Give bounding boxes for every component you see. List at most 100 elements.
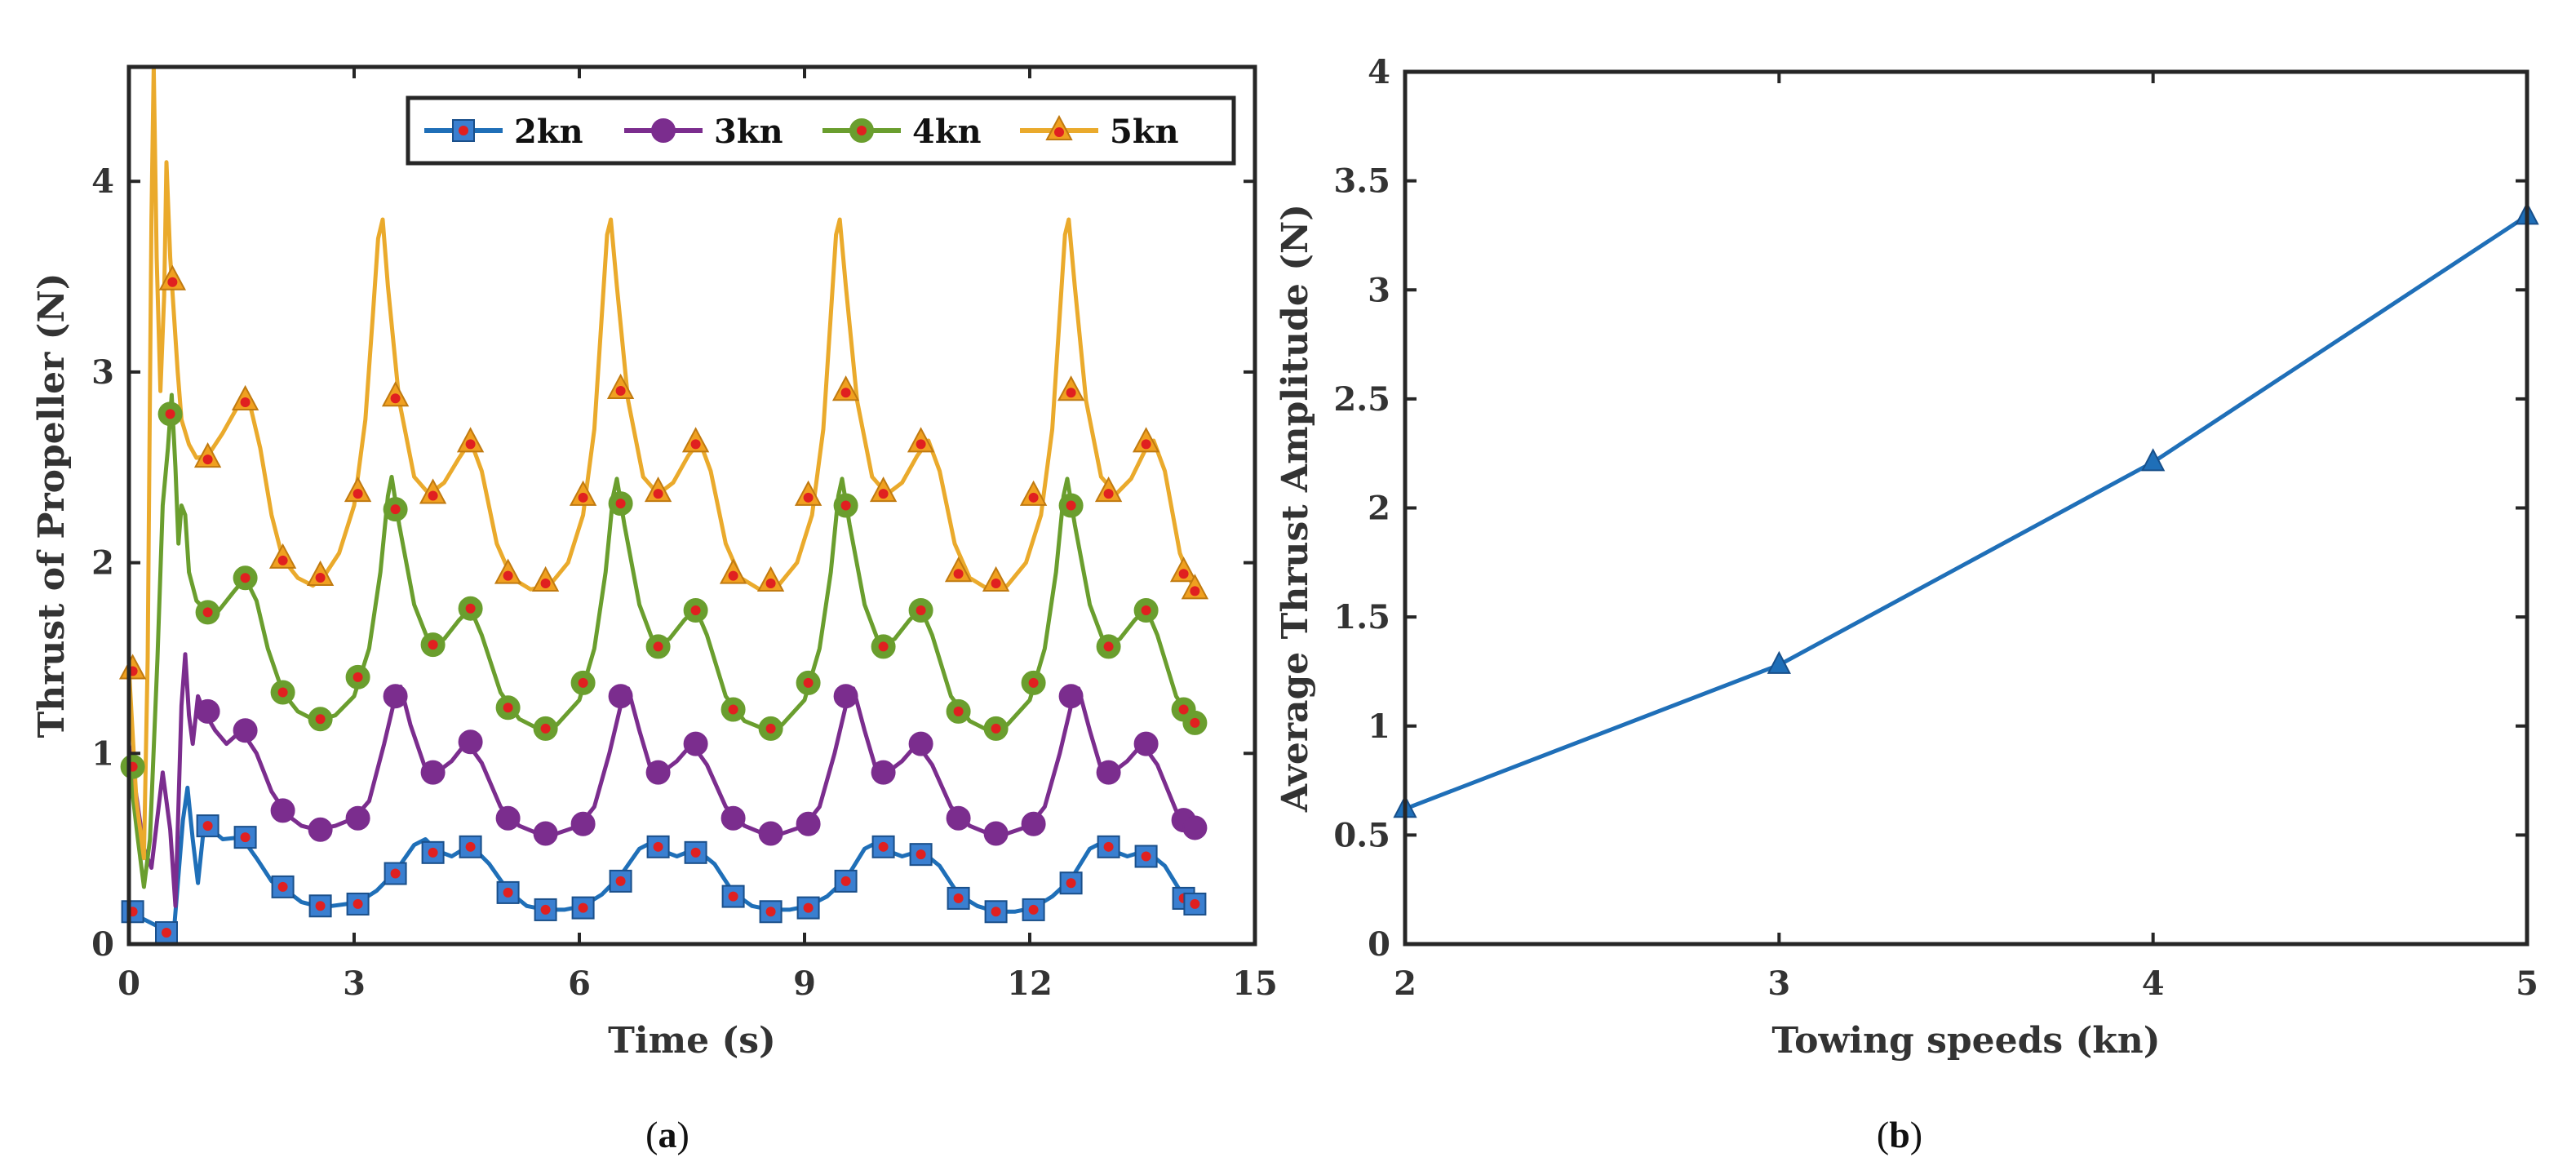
series-5kn-point-center bbox=[1141, 439, 1151, 450]
panel-a-x-tick-label: 12 bbox=[1007, 964, 1053, 1003]
series-4kn-point-center bbox=[690, 605, 701, 616]
panel-b-plot-frame bbox=[1403, 69, 2529, 947]
series-3kn-point bbox=[608, 684, 633, 709]
series-2kn-point-center bbox=[390, 868, 401, 879]
series-4kn-point-center bbox=[202, 607, 213, 618]
series-4kn-point-center bbox=[916, 605, 926, 616]
panel-b-caption: (b) bbox=[1877, 1114, 1922, 1155]
series-4kn-point-center bbox=[1190, 717, 1200, 728]
series-3kn-point bbox=[1096, 760, 1121, 785]
panel-b-x-axis-label: Towing speeds (kn) bbox=[1771, 1020, 2160, 1062]
panel-b-y-tick-label: 3 bbox=[1368, 271, 1390, 309]
series-3kn-point bbox=[495, 805, 521, 831]
panel-b-x-tick-label: 2 bbox=[1394, 964, 1417, 1003]
panel-a-y-tick-label: 4 bbox=[91, 162, 114, 201]
series-4kn-point-center bbox=[390, 504, 401, 515]
series-5kn-point-center bbox=[653, 489, 663, 499]
series-4kn-point-center bbox=[352, 672, 363, 682]
panel-a-y-tick-label: 0 bbox=[91, 925, 114, 964]
panel-a-x-axis-label: Time (s) bbox=[608, 1020, 776, 1062]
series-5kn-point-center bbox=[991, 578, 1001, 588]
legend-5kn-marker-center bbox=[1054, 127, 1064, 137]
series-5kn-point-center bbox=[1103, 489, 1114, 499]
series-4kn-point-center bbox=[803, 677, 814, 688]
series-3kn-point bbox=[570, 811, 596, 836]
series-3kn-point bbox=[683, 731, 708, 756]
series-2kn-point-center bbox=[615, 876, 626, 886]
legend-5kn-label: 5kn bbox=[1110, 113, 1179, 151]
series-4kn-point-center bbox=[240, 573, 251, 583]
panel-a-y-tick-label: 2 bbox=[91, 544, 114, 583]
series-2kn-point bbox=[308, 894, 332, 918]
panel-a-x-tick-label: 3 bbox=[343, 964, 366, 1003]
panel-b-x-tick-label: 3 bbox=[1767, 964, 1790, 1003]
series-5kn-point-center bbox=[390, 393, 401, 404]
legend-3kn-marker bbox=[651, 118, 676, 143]
panel-b-y-tick-label: 3.5 bbox=[1333, 162, 1390, 201]
series-4kn-point-center bbox=[1103, 641, 1114, 652]
thrust-amplitude-point bbox=[1767, 650, 1791, 674]
series-5kn-point-center bbox=[1028, 492, 1039, 503]
panel-a-y-axis-label: Thrust of Propeller (N) bbox=[31, 273, 73, 738]
series-4kn-point-center bbox=[428, 640, 438, 650]
series-4kn-point-center bbox=[1141, 605, 1151, 616]
series-2kn-point-center bbox=[953, 893, 964, 903]
thrust-amplitude-point bbox=[2141, 448, 2166, 472]
series-2kn-point-center bbox=[803, 902, 814, 913]
series-2kn-point-center bbox=[428, 847, 438, 858]
series-5kn-point-center bbox=[803, 492, 814, 503]
series-3kn-point bbox=[796, 811, 821, 836]
series-4kn-point-center bbox=[615, 499, 626, 509]
thrust-amplitude-line bbox=[1404, 214, 2529, 811]
series-5kn-point-center bbox=[277, 555, 288, 565]
series-2kn-point bbox=[834, 869, 858, 893]
series-3kn-point bbox=[345, 805, 370, 831]
series-3kn-point bbox=[908, 731, 933, 756]
series-2kn-point-center bbox=[540, 904, 551, 915]
legend-3kn-label: 3kn bbox=[714, 113, 783, 151]
legend-4kn-label: 4kn bbox=[912, 113, 982, 151]
panel-b-y-tick-label: 1.5 bbox=[1333, 598, 1390, 636]
series-2kn-point bbox=[609, 869, 632, 893]
series-4kn-point-center bbox=[165, 409, 175, 419]
series-2kn-point-center bbox=[916, 849, 926, 860]
series-4kn-point-center bbox=[1028, 677, 1039, 688]
series-2kn-point-center bbox=[690, 847, 701, 858]
series-4kn-point-center bbox=[878, 641, 889, 652]
series-3kn-point bbox=[1133, 731, 1159, 756]
series-5kn-point-center bbox=[503, 570, 513, 581]
panel-b-y-tick-label: 0 bbox=[1368, 925, 1390, 964]
series-5kn-point-center bbox=[1190, 586, 1200, 596]
series-3kn-point bbox=[420, 760, 446, 785]
series-4kn-point-center bbox=[578, 677, 588, 688]
series-2kn-point-center bbox=[991, 907, 1001, 917]
series-2kn-point-center bbox=[578, 902, 588, 913]
series-2kn-point-center bbox=[765, 907, 776, 917]
panel-b-y-tick-label: 2.5 bbox=[1333, 380, 1390, 419]
panel-b-chart: 2 3 4 5 0 0.5 1 1.5 2 2.5 3 3.5 4 Towing speeds (kn) A… bbox=[1275, 53, 2539, 1062]
series-4kn-point-center bbox=[465, 603, 476, 614]
series-2kn-point-center bbox=[202, 821, 213, 831]
series-3kn-point bbox=[758, 821, 783, 846]
series-2kn-point-center bbox=[1028, 904, 1039, 915]
series-5kn-point-center bbox=[878, 489, 889, 499]
series-5kn-point-center bbox=[1178, 569, 1189, 579]
series-5kn-point-center bbox=[765, 578, 776, 588]
series-2kn-point-center bbox=[840, 876, 851, 886]
panel-b-y-tick-label: 1 bbox=[1368, 707, 1390, 746]
series-4kn-point-center bbox=[765, 723, 776, 734]
series-5kn-point-center bbox=[728, 570, 738, 581]
series-2kn-point-center bbox=[1190, 898, 1200, 909]
series-2kn-point-center bbox=[277, 881, 288, 892]
legend-2kn-marker-center bbox=[459, 126, 468, 135]
panel-a-x-tick-label: 15 bbox=[1232, 964, 1278, 1003]
series-5kn-point-center bbox=[315, 572, 326, 583]
series-3kn-point bbox=[270, 798, 295, 823]
legend-4kn-marker-center bbox=[857, 126, 867, 135]
series-3kn-point bbox=[458, 729, 483, 755]
series-4kn-point-center bbox=[728, 704, 738, 715]
panel-a-y-tick-label: 3 bbox=[91, 353, 114, 392]
series-3kn-point bbox=[233, 718, 258, 743]
series-3kn-point bbox=[720, 805, 746, 831]
